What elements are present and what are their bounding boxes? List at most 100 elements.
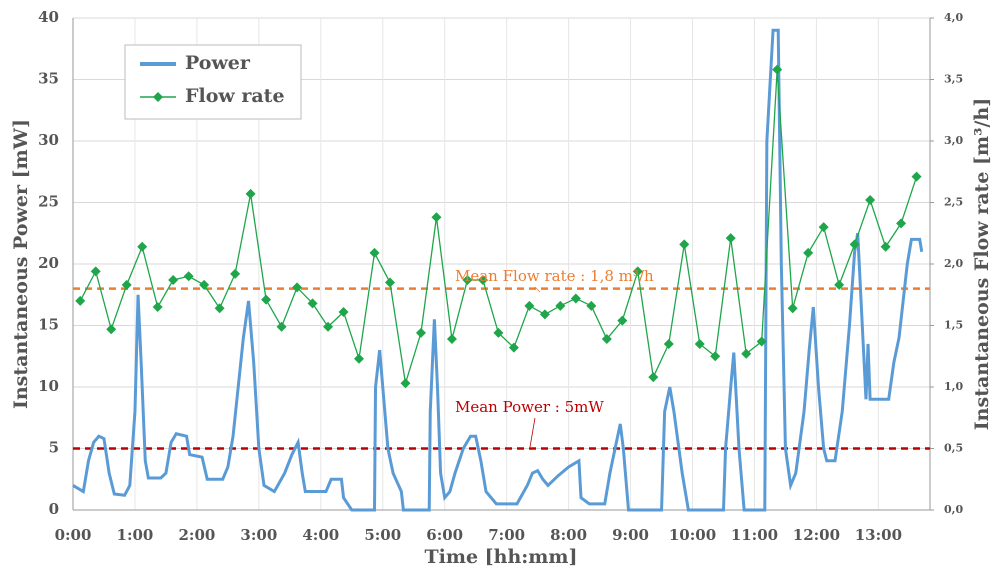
flow-marker (230, 268, 241, 279)
flow-marker (725, 233, 736, 244)
y2-tick-label: 2,5 (944, 196, 963, 209)
x-tick-label: 4:00 (302, 526, 339, 544)
flow-marker (803, 247, 814, 258)
flow-marker (245, 188, 256, 199)
y2-tick-label: 4,0 (944, 11, 963, 24)
x-tick-label: 3:00 (240, 526, 277, 544)
flow-marker (137, 241, 148, 252)
flow-marker (199, 279, 210, 290)
flow-marker (183, 271, 194, 282)
flow-marker (168, 274, 179, 285)
flow-marker (354, 353, 365, 364)
flow-marker (694, 338, 705, 349)
flow-marker (75, 295, 86, 306)
flow-marker (106, 324, 117, 335)
x-tick-label: 5:00 (364, 526, 401, 544)
y-axis-label: Instantaneous Power [mW] (10, 119, 32, 409)
flow-marker (446, 334, 457, 345)
legend-label: Flow rate (185, 85, 285, 107)
flow-marker (508, 342, 519, 353)
flow-marker (384, 277, 395, 288)
legend-marker (153, 92, 163, 102)
flow-marker (369, 247, 380, 258)
legend-box (124, 44, 302, 120)
flow-marker (818, 222, 829, 233)
flow-marker (834, 279, 845, 290)
flow-marker (323, 321, 334, 332)
flow-marker (679, 239, 690, 250)
x-tick-label: 2:00 (178, 526, 215, 544)
y-tick-label: 10 (38, 377, 59, 395)
flow-marker (586, 300, 597, 311)
x-tick-label: 8:00 (550, 526, 587, 544)
flow-marker (772, 64, 783, 75)
annotation-leader (529, 417, 536, 448)
flow-marker (493, 327, 504, 338)
flow-marker (276, 321, 287, 332)
flow-marker (663, 338, 674, 349)
series-line (72, 28, 924, 512)
flow-marker (911, 171, 922, 182)
flow-marker (400, 378, 411, 389)
annotation-leader (534, 286, 541, 293)
x-tick-label: 12:00 (793, 526, 840, 544)
flow-marker (756, 336, 767, 347)
flow-marker (292, 282, 303, 293)
flow-marker (555, 300, 566, 311)
y-tick-label: 15 (38, 316, 59, 334)
x-tick-label: 7:00 (488, 526, 525, 544)
y-tick-label: 20 (38, 254, 59, 272)
flow-marker (152, 302, 163, 313)
x-tick-label: 1:00 (117, 526, 154, 544)
flow-marker (307, 298, 318, 309)
y-tick-label: 25 (38, 193, 59, 211)
x-tick-label: 9:00 (612, 526, 649, 544)
y2-tick-label: 1,5 (944, 319, 963, 332)
flow-marker (477, 274, 488, 285)
y-tick-label: 5 (49, 439, 59, 457)
y-tick-label: 35 (38, 70, 59, 88)
y2-axis-label: Instantaneous Flow rate [m³/h] (971, 98, 993, 430)
annotation: Mean Flow rate : 1,8 m³/h (455, 267, 654, 285)
y2-tick-label: 2,0 (944, 257, 963, 270)
x-axis-label: Time [hh:mm] (425, 546, 578, 568)
flow-marker (710, 351, 721, 362)
flow-marker (849, 239, 860, 250)
y2-tick-label: 3,0 (944, 134, 963, 147)
x-tick-label: 13:00 (855, 526, 902, 544)
flow-marker (648, 372, 659, 383)
flow-marker (261, 294, 272, 305)
y2-tick-label: 3,5 (944, 73, 963, 86)
flow-marker (896, 218, 907, 229)
flow-marker (524, 300, 535, 311)
flow-marker (741, 348, 752, 359)
flow-marker (121, 279, 132, 290)
y-tick-label: 0 (49, 500, 59, 518)
annotation: Mean Power : 5mW (455, 398, 604, 416)
x-tick-label: 10:00 (669, 526, 716, 544)
y2-tick-label: 1,0 (944, 380, 963, 393)
flow-marker (214, 303, 225, 314)
flow-marker (539, 309, 550, 320)
y-tick-label: 40 (38, 8, 59, 26)
legend-label: Power (185, 52, 251, 74)
x-tick-label: 0:00 (55, 526, 92, 544)
y2-tick-label: 0,5 (944, 442, 963, 455)
x-tick-label: 11:00 (731, 526, 778, 544)
flow-marker (431, 212, 442, 223)
flow-marker (617, 315, 628, 326)
flow-marker (462, 274, 473, 285)
flow-marker (90, 266, 101, 277)
y-tick-label: 30 (38, 131, 59, 149)
flow-marker (570, 293, 581, 304)
flow-marker (415, 327, 426, 338)
flow-marker (865, 195, 876, 206)
flow-marker (632, 266, 643, 277)
y2-tick-label: 0,0 (944, 503, 963, 516)
flow-marker (787, 303, 798, 314)
x-tick-label: 6:00 (426, 526, 463, 544)
flow-marker (880, 241, 891, 252)
flow-marker (338, 306, 349, 317)
flow-marker (601, 334, 612, 345)
